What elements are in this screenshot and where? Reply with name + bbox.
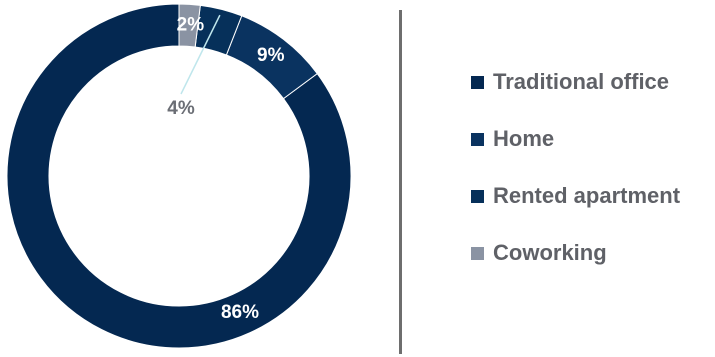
legend-label-rented-apartment: Rented apartment (493, 183, 681, 208)
legend-item-coworking: Coworking (471, 239, 607, 267)
data-label-rented-apartment: 4% (167, 98, 195, 119)
legend-item-traditional-office: Traditional office (471, 68, 669, 96)
legend-swatch-coworking (471, 246, 484, 260)
leader-line-rented-apartment (180, 14, 221, 95)
slice-traditional-office (6, 3, 352, 349)
chart-legend: Traditional office Home Rented apartment… (471, 0, 715, 357)
slice-coworking (178, 3, 201, 48)
legend-label-home: Home (493, 126, 555, 151)
legend-item-home: Home (471, 125, 554, 153)
data-label-home: 9% (257, 45, 285, 66)
legend-label-traditional-office: Traditional office (493, 69, 670, 94)
divider-line (399, 10, 402, 354)
legend-label-coworking: Coworking (493, 240, 607, 265)
legend-swatch-home (471, 132, 484, 146)
donut-chart: 86% 9% 2% 4% (6, 3, 352, 349)
legend-swatch-traditional-office (471, 75, 484, 89)
data-label-traditional-office: 86% (221, 302, 259, 323)
data-label-coworking: 2% (177, 14, 205, 35)
legend-swatch-rented-apartment (471, 189, 484, 203)
legend-item-rented-apartment: Rented apartment (471, 182, 680, 210)
